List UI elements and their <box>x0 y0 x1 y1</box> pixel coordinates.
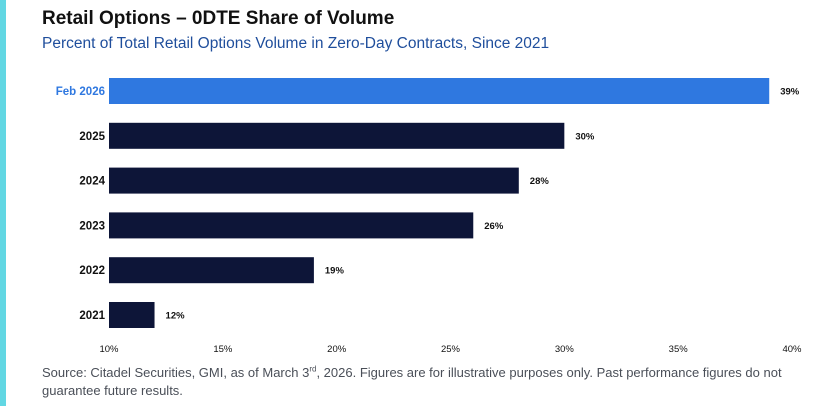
footnote-superscript: rd <box>309 364 317 374</box>
category-label-2024: 2024 <box>79 176 105 188</box>
x-tick-label-35: 35% <box>669 344 689 355</box>
x-tick-label-15: 15% <box>213 344 233 355</box>
bar-chart: Feb 2026 39% 2025 30% 2024 28% 2023 26% 2022 19% 2… <box>56 78 802 355</box>
bar-2025 <box>109 122 565 149</box>
footnote-text-end: , 2026. Figures are for illustrative pur… <box>42 365 782 398</box>
x-tick-label-10: 10% <box>99 344 119 355</box>
data-label-2021: 12% <box>166 311 186 322</box>
bar-2023 <box>109 212 474 239</box>
source-footnote: Source: Citadel Securities, GMI, as of M… <box>42 364 822 400</box>
accent-stripe <box>0 0 6 406</box>
bar-2022 <box>109 257 314 284</box>
category-label-2022: 2022 <box>79 265 105 277</box>
chart-subtitle: Percent of Total Retail Options Volume i… <box>42 35 550 52</box>
x-tick-label-20: 20% <box>327 344 347 355</box>
chart-title: Retail Options – 0DTE Share of Volume <box>42 8 395 29</box>
data-label-2025: 30% <box>575 131 595 142</box>
bar-2021 <box>109 302 155 328</box>
x-tick-label-25: 25% <box>441 344 461 355</box>
category-label-2025: 2025 <box>79 131 105 143</box>
category-label-2021: 2021 <box>79 310 105 322</box>
category-label-feb-2026: Feb 2026 <box>56 86 105 98</box>
x-tick-label-40: 40% <box>782 344 802 355</box>
footnote-text-start: Source: Citadel Securities, GMI, as of M… <box>42 365 310 380</box>
data-label-2022: 19% <box>325 266 345 277</box>
category-label-2023: 2023 <box>79 220 105 232</box>
data-label-2024: 28% <box>530 176 550 187</box>
bar-feb-2026 <box>109 78 770 104</box>
data-label-feb-2026: 39% <box>780 87 800 98</box>
data-label-2023: 26% <box>484 221 504 232</box>
bar-2024 <box>109 167 519 194</box>
x-tick-label-30: 30% <box>555 344 575 355</box>
